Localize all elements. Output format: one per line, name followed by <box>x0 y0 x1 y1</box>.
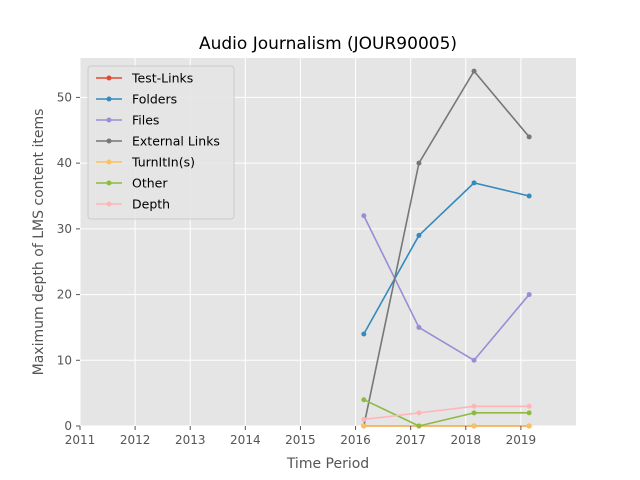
data-point <box>526 193 532 199</box>
x-tick-label: 2013 <box>175 433 206 447</box>
y-tick-label: 40 <box>57 156 72 170</box>
legend-label: Folders <box>132 92 177 107</box>
data-point <box>416 423 422 429</box>
data-point <box>361 331 367 337</box>
legend-item: TurnItIn(s) <box>96 155 195 170</box>
y-axis-title: Maximum depth of LMS content items <box>31 109 47 376</box>
data-point <box>471 410 477 416</box>
legend-swatch-marker <box>106 96 112 102</box>
data-point <box>416 160 422 166</box>
legend-item: Files <box>96 113 159 128</box>
axes: 2011 2012 2013 2014 2015 2016 2017 2018 2019 0 10 2… <box>57 90 536 447</box>
series-line <box>363 70 530 427</box>
legend-item: Depth <box>96 197 170 212</box>
series-line <box>363 405 530 421</box>
x-tick-label: 2019 <box>506 433 537 447</box>
data-point <box>471 68 477 74</box>
series-6 <box>361 403 532 422</box>
legend-box <box>87 65 235 220</box>
x-tick-label: 2011 <box>65 433 96 447</box>
legend-item: Other <box>96 176 168 191</box>
x-tick-label: 2018 <box>451 433 482 447</box>
data-point <box>416 232 422 238</box>
x-tick-label: 2016 <box>340 433 371 447</box>
legend-label: TurnItIn(s) <box>131 155 195 170</box>
series-line <box>363 182 530 335</box>
legend-item: Test-Links <box>96 71 193 86</box>
legend-swatch-marker <box>106 201 112 207</box>
legend-swatch-marker <box>106 180 112 186</box>
series-line <box>363 215 530 362</box>
data-point <box>361 213 367 219</box>
y-tick-label: 50 <box>57 90 72 104</box>
y-tick-label: 20 <box>57 288 72 302</box>
legend-swatch-marker <box>106 138 112 144</box>
legend-label: Other <box>132 176 168 191</box>
series-2 <box>361 213 532 363</box>
legend-swatch-marker <box>106 117 112 123</box>
legend-item: External Links <box>96 134 220 149</box>
y-tick-label: 0 <box>64 419 72 433</box>
data-point <box>471 357 477 363</box>
data-point <box>526 423 532 429</box>
data-point <box>471 423 477 429</box>
series-1 <box>361 180 532 337</box>
x-tick-label: 2015 <box>285 433 316 447</box>
data-point <box>526 134 532 140</box>
chart-title: Audio Journalism (JOUR90005) <box>199 34 457 54</box>
legend-item: Folders <box>96 92 177 107</box>
legend-swatch-marker <box>106 159 112 165</box>
legend: Test-Links Folders Files External Links Turn… <box>87 65 235 220</box>
grid <box>79 58 576 427</box>
data-point <box>471 180 477 186</box>
legend-label: External Links <box>132 134 220 149</box>
data-point <box>526 403 532 409</box>
legend-label: Depth <box>132 197 170 212</box>
data-point <box>416 324 422 330</box>
legend-label: Test-Links <box>131 71 193 86</box>
data-point <box>471 403 477 409</box>
series-5 <box>361 397 532 429</box>
data-point <box>361 397 367 403</box>
legend-swatch-marker <box>106 75 112 81</box>
x-tick-label: 2017 <box>395 433 426 447</box>
data-point <box>526 410 532 416</box>
series-line <box>363 398 530 427</box>
series-lines <box>361 68 532 429</box>
data-point <box>416 410 422 416</box>
x-axis-title: Time Period <box>286 456 369 472</box>
data-point <box>361 416 367 422</box>
legend-label: Files <box>132 113 159 128</box>
y-tick-label: 30 <box>57 222 72 236</box>
x-tick-label: 2012 <box>120 433 151 447</box>
data-point <box>361 423 367 429</box>
y-tick-label: 10 <box>57 353 72 367</box>
data-point <box>526 292 532 298</box>
x-tick-label: 2014 <box>230 433 261 447</box>
